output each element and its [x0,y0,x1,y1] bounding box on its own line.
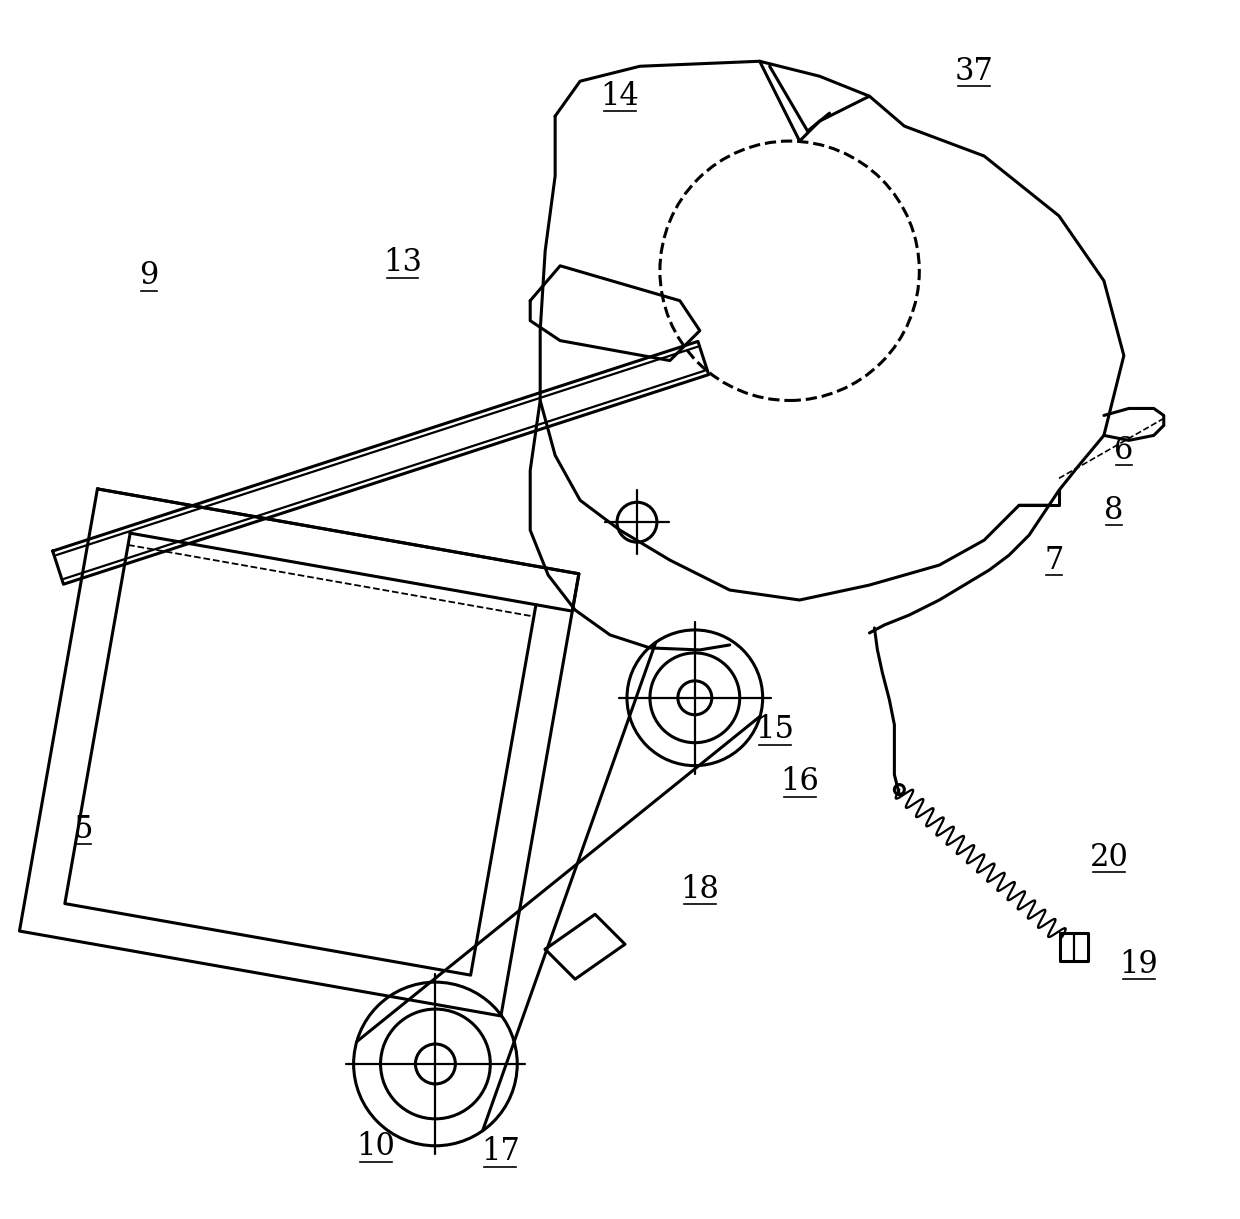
Text: 6: 6 [1115,435,1133,466]
Text: 9: 9 [139,261,159,291]
Text: 20: 20 [1090,842,1128,873]
Text: 7: 7 [1044,545,1064,575]
Text: 13: 13 [383,247,422,278]
Text: 19: 19 [1120,948,1158,980]
Text: 14: 14 [600,80,640,112]
Text: 15: 15 [755,714,794,745]
Text: 10: 10 [356,1131,396,1162]
Text: 8: 8 [1104,495,1123,525]
Text: 18: 18 [681,874,719,904]
Text: 16: 16 [780,766,820,797]
Text: 5: 5 [73,814,93,845]
Text: 17: 17 [481,1136,520,1168]
Text: 37: 37 [955,56,993,87]
